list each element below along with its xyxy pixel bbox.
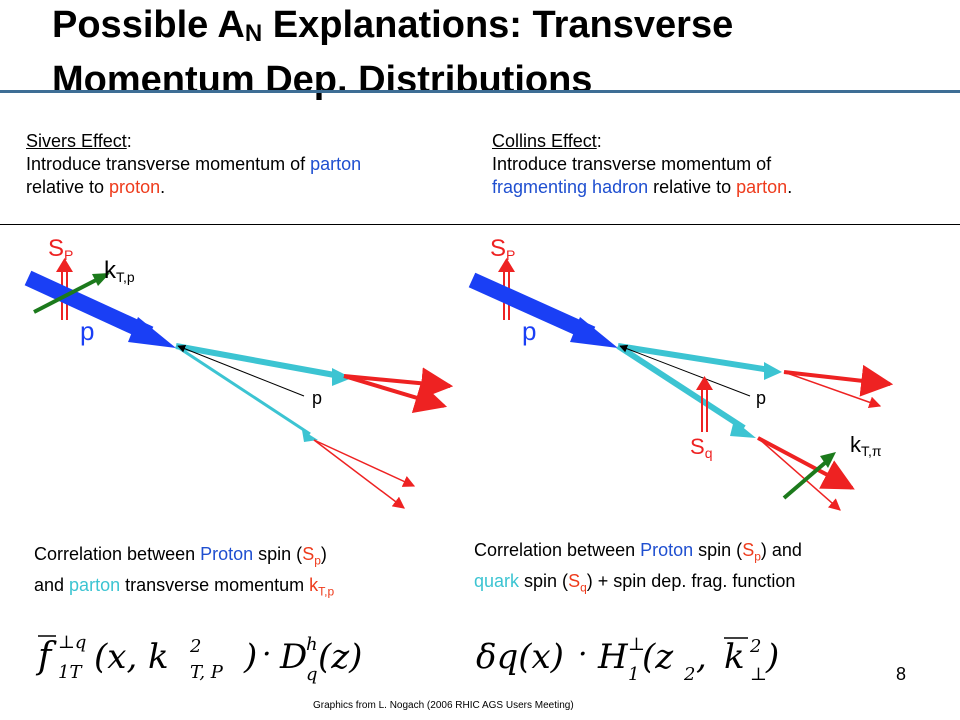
sivers-sp-label: SP — [48, 235, 73, 263]
collins-quark-spin-arrowhead — [696, 376, 713, 390]
collins-kt-arrow — [782, 460, 828, 500]
collins-p-vector — [619, 344, 751, 397]
collins-proton-spin-arrowhead — [498, 258, 515, 272]
title-rule — [0, 90, 960, 93]
sivers-hadron-4 — [313, 439, 405, 509]
collins-description: Collins Effect: Introduce transverse mom… — [492, 131, 793, 197]
page-number: 8 — [896, 664, 907, 684]
sivers-proton-beam — [24, 270, 154, 342]
sivers-p-label: p — [80, 316, 94, 346]
sivers-parton-lower — [175, 344, 311, 436]
collins-kt-label: kT,π — [850, 432, 882, 459]
sivers-p-small-label: p — [312, 388, 322, 408]
collins-hadron-3 — [757, 436, 855, 490]
collins-sp-label: SP — [490, 235, 515, 263]
collins-hadron-1 — [783, 364, 894, 397]
sivers-p-vector — [177, 344, 305, 397]
collins-parton-lower — [616, 343, 746, 431]
sivers-hadron-3 — [313, 439, 416, 487]
collins-p-label: p — [522, 316, 536, 346]
collins-proton-beam — [468, 272, 596, 342]
sivers-kt-arrow — [33, 276, 101, 314]
collins-hadron-4 — [757, 437, 841, 511]
sivers-diagram: SP kT,p p p — [24, 235, 454, 509]
collins-sq-label: Sq — [690, 434, 712, 461]
sivers-correlation: Correlation between Proton spin (Sp) and… — [34, 544, 335, 599]
sivers-hadron-2 — [343, 374, 448, 414]
sivers-parton-upper — [175, 343, 341, 379]
slide-title: Possible AN Explanations: Transverse Mom… — [52, 4, 734, 101]
collins-correlation: Correlation between Proton spin (Sp) and… — [474, 540, 802, 595]
sivers-proton-arrowhead — [128, 317, 176, 348]
graphics-credit: Graphics from L. Nogach (2006 RHIC AGS U… — [313, 700, 574, 711]
sivers-proton-spin-arrowhead — [56, 258, 73, 272]
collins-diagram: SP p p Sq kT,π — [468, 235, 894, 511]
section-divider — [0, 224, 960, 225]
sivers-heading: Sivers Effect — [26, 131, 127, 151]
collins-heading: Collins Effect — [492, 131, 597, 151]
sivers-description: Sivers Effect: Introduce transverse mome… — [26, 131, 362, 197]
collins-hadron-2 — [783, 371, 882, 409]
collins-p-small-label: p — [756, 388, 766, 408]
sivers-kt-label: kT,p — [104, 257, 135, 285]
collins-parton-upper — [617, 343, 771, 373]
collins-proton-arrowhead — [570, 317, 618, 348]
